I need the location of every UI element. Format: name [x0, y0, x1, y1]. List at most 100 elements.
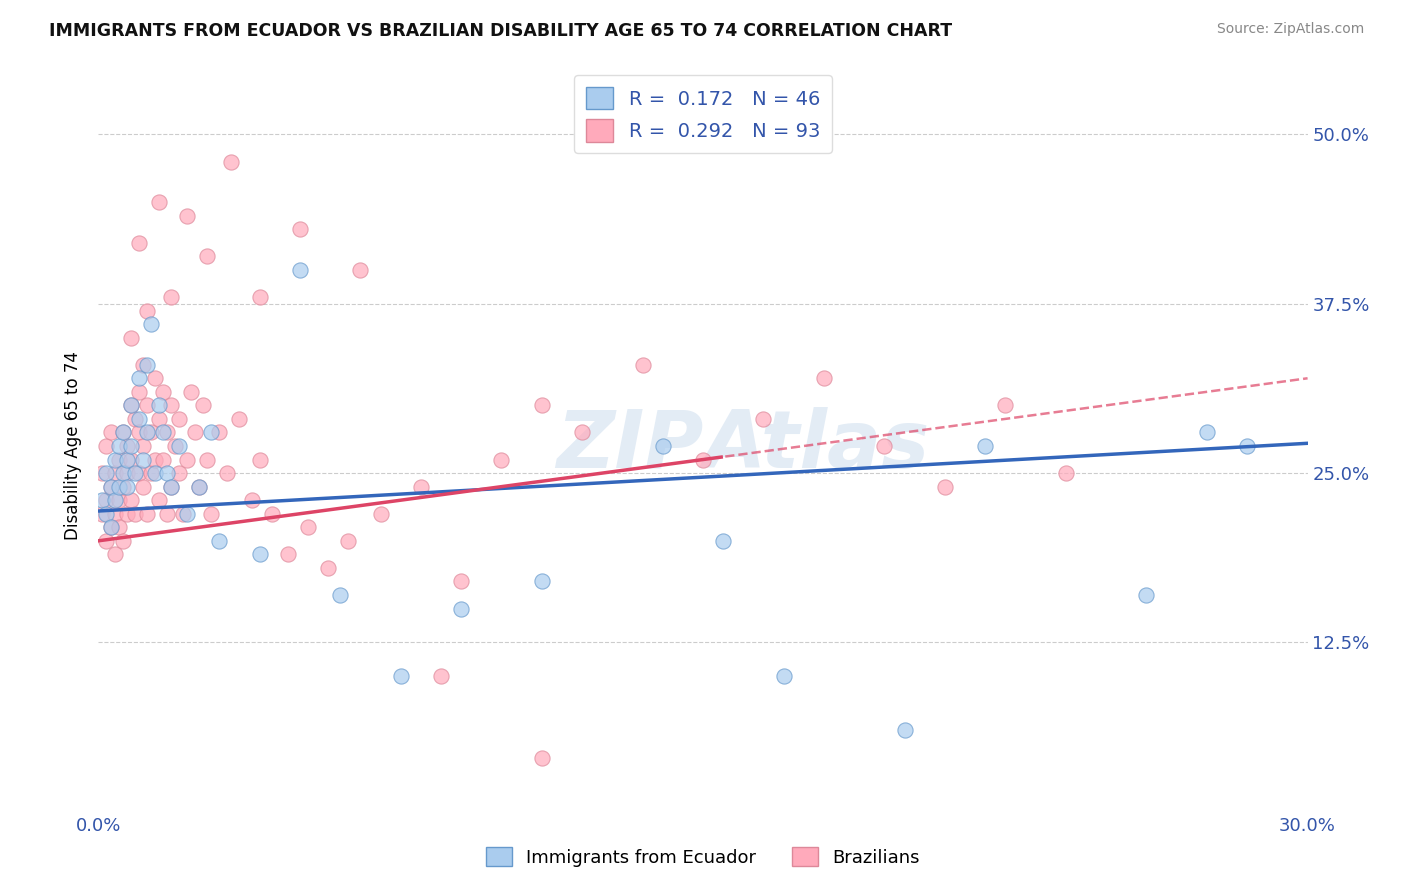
Point: [135, 303, 157, 318]
Point: [107, 493, 129, 508]
Point: [893, 723, 915, 738]
Point: [530, 750, 553, 764]
Point: [115, 507, 138, 521]
Point: [91, 466, 114, 480]
Point: [172, 507, 194, 521]
Legend: R =  0.172   N = 46, R =  0.292   N = 93: R = 0.172 N = 46, R = 0.292 N = 93: [574, 75, 832, 153]
Point: [96, 466, 118, 480]
Point: [103, 493, 125, 508]
Point: [115, 466, 138, 480]
Point: [288, 222, 311, 236]
Point: [103, 466, 125, 480]
Point: [120, 398, 142, 412]
Point: [103, 507, 125, 521]
Point: [128, 412, 150, 426]
Text: ZIP: ZIP: [555, 407, 703, 485]
Point: [160, 398, 183, 412]
Point: [132, 452, 155, 467]
Point: [221, 154, 243, 169]
Point: [111, 425, 134, 440]
Point: [167, 466, 190, 480]
Point: [135, 507, 157, 521]
Point: [128, 466, 150, 480]
Point: [124, 412, 146, 426]
Point: [148, 493, 170, 508]
Text: IMMIGRANTS FROM ECUADOR VS BRAZILIAN DISABILITY AGE 65 TO 74 CORRELATION CHART: IMMIGRANTS FROM ECUADOR VS BRAZILIAN DIS…: [49, 22, 952, 40]
Point: [148, 398, 170, 412]
Point: [128, 235, 150, 250]
Point: [107, 520, 129, 534]
Point: [107, 439, 129, 453]
Point: [160, 290, 183, 304]
Point: [135, 425, 157, 440]
Point: [277, 547, 299, 561]
Point: [96, 533, 118, 548]
Point: [107, 452, 129, 467]
Point: [100, 520, 122, 534]
Point: [692, 452, 714, 467]
Point: [571, 425, 593, 440]
Point: [249, 290, 271, 304]
Point: [103, 452, 125, 467]
Point: [148, 412, 170, 426]
Point: [873, 439, 896, 453]
Point: [167, 412, 190, 426]
Point: [124, 466, 146, 480]
Point: [128, 425, 150, 440]
Point: [156, 507, 179, 521]
Point: [651, 439, 673, 453]
Point: [176, 452, 198, 467]
Point: [132, 480, 155, 494]
Point: [132, 439, 155, 453]
Point: [100, 520, 122, 534]
Point: [752, 412, 775, 426]
Point: [329, 588, 352, 602]
Point: [96, 439, 118, 453]
Point: [208, 533, 231, 548]
Point: [217, 466, 239, 480]
Point: [193, 398, 215, 412]
Point: [152, 384, 174, 399]
Point: [184, 425, 207, 440]
Point: [143, 452, 166, 467]
Point: [91, 507, 114, 521]
Point: [349, 263, 371, 277]
Point: [772, 669, 794, 683]
Point: [188, 480, 211, 494]
Point: [143, 371, 166, 385]
Point: [813, 371, 835, 385]
Point: [100, 480, 122, 494]
Point: [139, 466, 162, 480]
Point: [1054, 466, 1077, 480]
Point: [100, 480, 122, 494]
Point: [128, 384, 150, 399]
Point: [994, 398, 1017, 412]
Point: [163, 439, 186, 453]
Point: [188, 480, 211, 494]
Point: [260, 507, 283, 521]
Point: [120, 398, 142, 412]
Point: [139, 317, 162, 331]
Point: [156, 466, 179, 480]
Point: [152, 425, 174, 440]
Point: [156, 425, 179, 440]
Point: [711, 533, 734, 548]
Point: [1135, 588, 1157, 602]
Point: [152, 452, 174, 467]
Point: [934, 480, 956, 494]
Point: [491, 452, 513, 467]
Point: [120, 493, 142, 508]
Point: [176, 209, 198, 223]
Point: [132, 358, 155, 372]
Point: [103, 547, 125, 561]
Y-axis label: Disability Age 65 to 74: Disability Age 65 to 74: [65, 351, 83, 541]
Point: [337, 533, 360, 548]
Point: [143, 466, 166, 480]
Point: [200, 507, 222, 521]
Point: [124, 507, 146, 521]
Point: [530, 398, 553, 412]
Point: [228, 412, 250, 426]
Point: [160, 480, 183, 494]
Point: [96, 507, 118, 521]
Text: Source: ZipAtlas.com: Source: ZipAtlas.com: [1216, 22, 1364, 37]
